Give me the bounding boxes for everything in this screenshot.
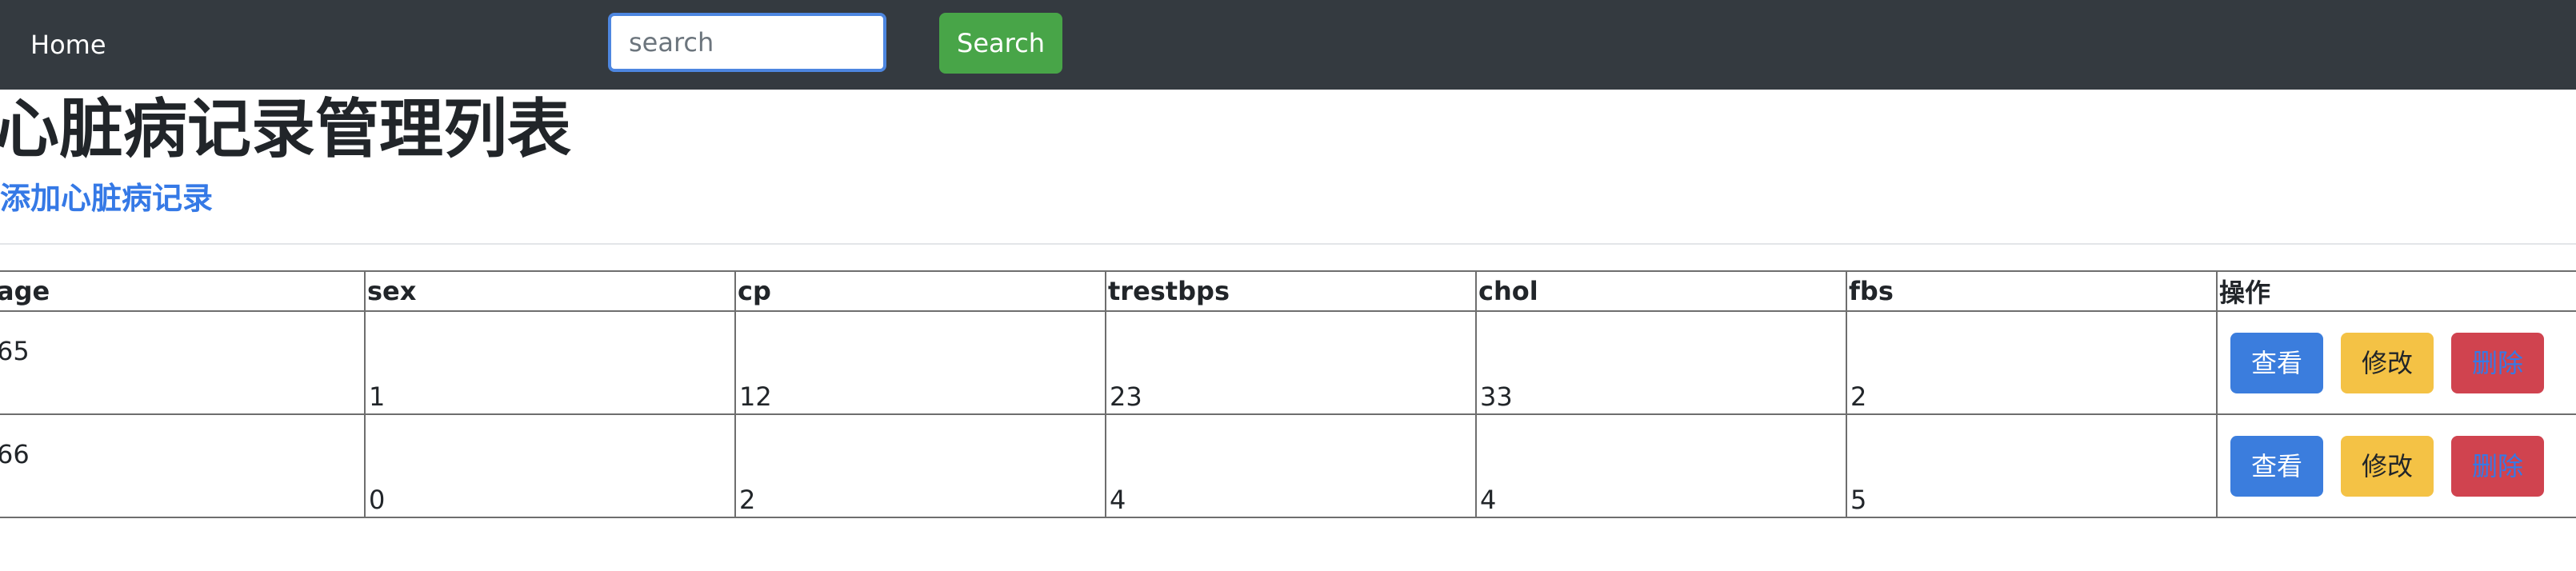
cell-cp: 2 <box>734 413 1106 518</box>
divider <box>0 243 2576 245</box>
cell-trestbps: 23 <box>1105 310 1477 415</box>
search-button[interactable]: Search <box>939 13 1062 74</box>
delete-button[interactable]: 删除 <box>2451 435 2544 497</box>
table-header-row: age sex cp trestbps chol fbs 操作 <box>0 270 2576 312</box>
header-sex: sex <box>364 270 736 312</box>
edit-button[interactable]: 修改 <box>2341 435 2434 497</box>
cell-sex: 1 <box>364 310 736 415</box>
header-actions: 操作 <box>2216 270 2576 312</box>
edit-button[interactable]: 修改 <box>2341 332 2434 393</box>
cell-cp: 12 <box>734 310 1106 415</box>
top-navbar: Home Search <box>0 0 2576 90</box>
table-row: 65 1 12 23 33 2 查看 修改 删除 <box>0 310 2576 415</box>
search-input[interactable] <box>608 13 886 72</box>
delete-button[interactable]: 删除 <box>2451 332 2544 393</box>
header-chol: chol <box>1475 270 1847 312</box>
cell-chol: 33 <box>1475 310 1847 415</box>
add-record-link[interactable]: 添加心脏病记录 <box>0 181 214 216</box>
table-row: 66 0 2 4 4 5 查看 修改 删除 <box>0 413 2576 518</box>
view-button[interactable]: 查看 <box>2230 435 2323 497</box>
header-trestbps: trestbps <box>1105 270 1477 312</box>
view-button[interactable]: 查看 <box>2230 332 2323 393</box>
cell-chol: 4 <box>1475 413 1847 518</box>
header-fbs: fbs <box>1846 270 2218 312</box>
nav-home-link[interactable]: Home <box>30 30 106 60</box>
cell-trestbps: 4 <box>1105 413 1477 518</box>
cell-fbs: 5 <box>1846 413 2218 518</box>
cell-actions: 查看 修改 删除 <box>2216 413 2576 518</box>
cell-actions: 查看 修改 删除 <box>2216 310 2576 415</box>
cell-age: 65 <box>0 310 366 415</box>
cell-fbs: 2 <box>1846 310 2218 415</box>
cell-sex: 0 <box>364 413 736 518</box>
header-cp: cp <box>734 270 1106 312</box>
page-title: 心脏病记录管理列表 <box>0 92 571 166</box>
records-table: age sex cp trestbps chol fbs 操作 65 1 12 … <box>0 270 2576 518</box>
cell-age: 66 <box>0 413 366 518</box>
header-age: age <box>0 270 366 312</box>
